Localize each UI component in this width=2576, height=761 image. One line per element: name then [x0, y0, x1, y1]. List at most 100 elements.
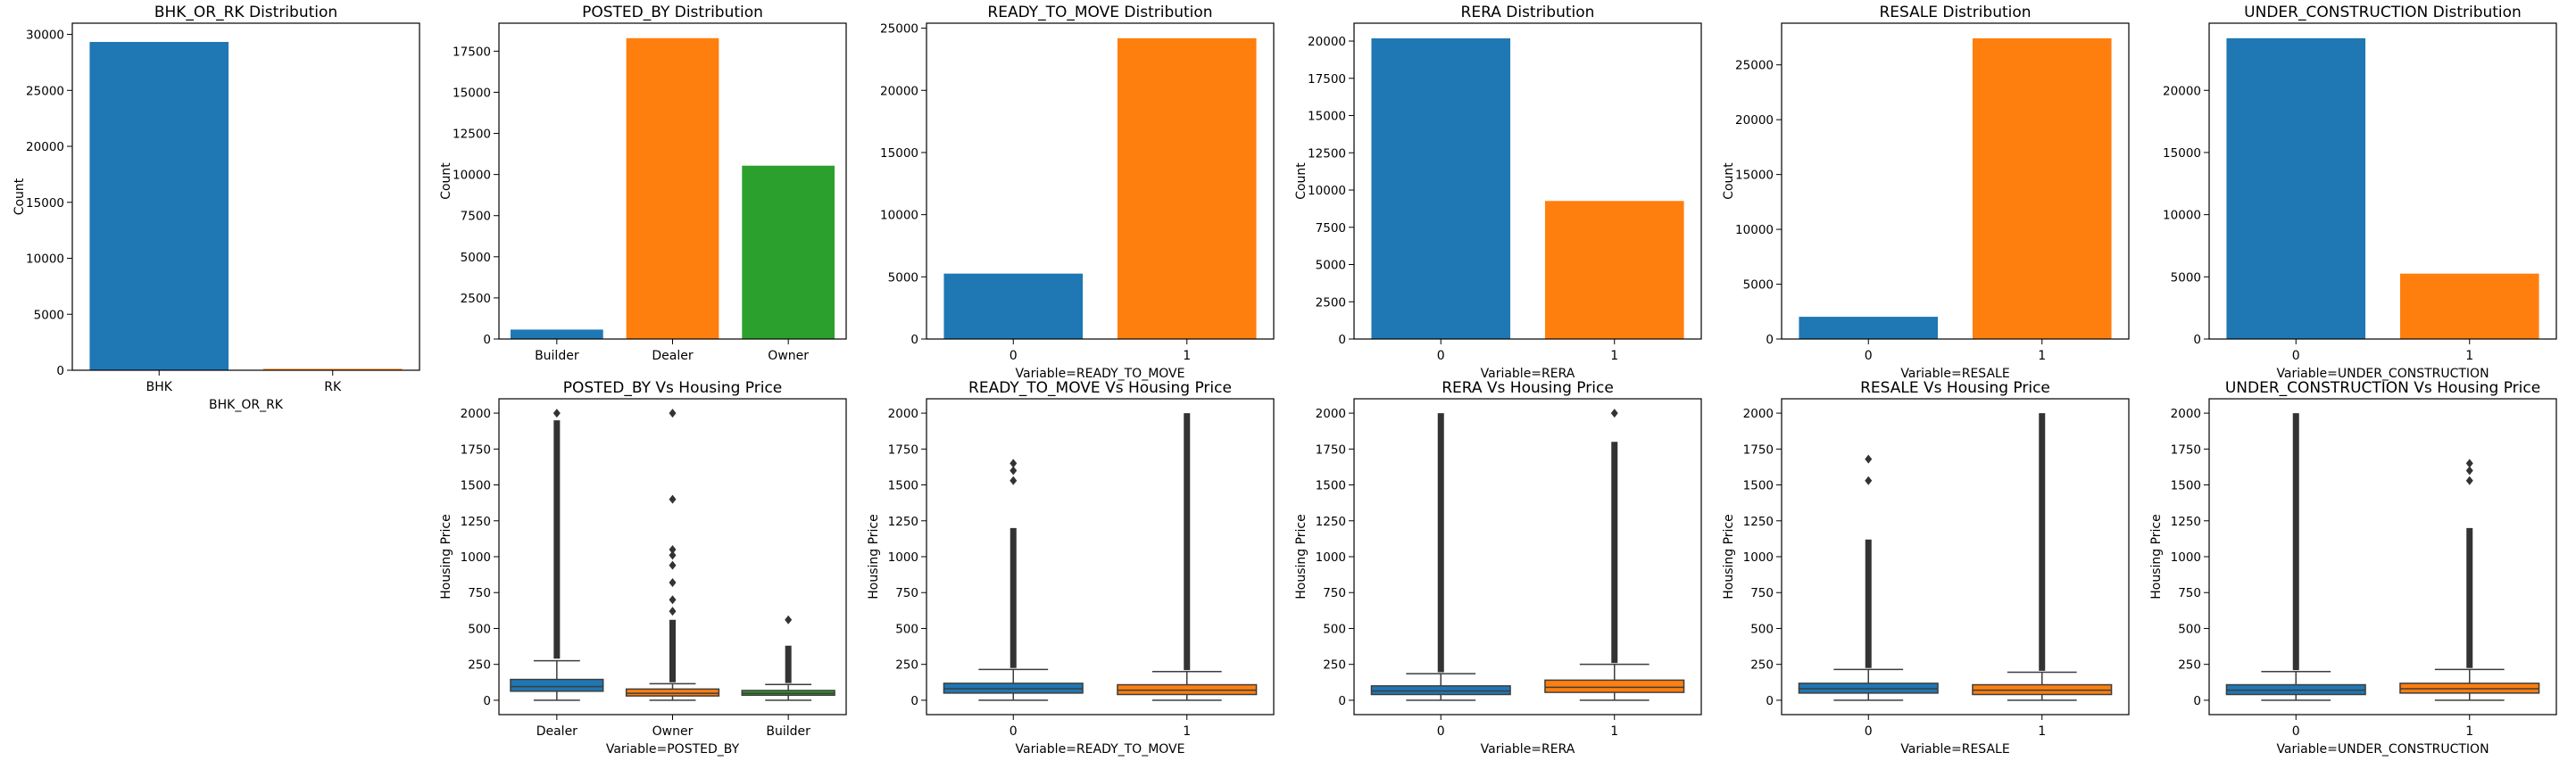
- bar-0: [2226, 37, 2366, 339]
- y-tick-label: 1250: [1743, 515, 1774, 529]
- y-axis-label: Housing Price: [2149, 514, 2164, 600]
- y-tick-label: 1250: [888, 515, 918, 529]
- plot-frame: [498, 22, 847, 340]
- chart-title: RERA Distribution: [1461, 4, 1595, 21]
- outlier-point: [1010, 459, 1018, 468]
- y-tick-label: 0: [1338, 333, 1346, 347]
- plot-frame: [1781, 398, 2130, 716]
- y-axis-label: Housing Price: [867, 514, 881, 600]
- plot-frame: [2208, 22, 2557, 340]
- plot-frame: [71, 22, 420, 371]
- y-tick-label: 250: [1323, 658, 1346, 673]
- y-tick-label: 0: [483, 333, 491, 347]
- x-tick-label: 0: [1437, 724, 1445, 739]
- chart-ready_to_move_box: READY_TO_MOVE Vs Housing Price 0 250 500 750…: [867, 379, 1275, 757]
- bar-1: [1544, 201, 1684, 339]
- bar-0: [1371, 37, 1511, 339]
- y-tick-label: 0: [910, 333, 918, 347]
- x-tick-label: 0: [1865, 724, 1873, 739]
- outlier-point: [785, 615, 793, 625]
- bar-rk: [262, 368, 403, 370]
- y-tick-label: 12500: [453, 128, 491, 142]
- outlier-point: [1865, 454, 1873, 464]
- outlier-point: [1865, 476, 1873, 485]
- y-tick-label: 1500: [888, 479, 918, 493]
- y-tick-label: 0: [1338, 694, 1346, 708]
- y-tick-label: 1500: [1316, 479, 1346, 493]
- outlier-point: [2465, 476, 2473, 485]
- y-tick-label: 0: [1766, 333, 1774, 347]
- y-tick-label: 5000: [34, 308, 64, 322]
- chart-rera_dist: RERA Distribution 0 2500 5000 7500 10000 12500…: [1294, 4, 1702, 381]
- y-tick-label: 2000: [2171, 407, 2201, 421]
- x-tick-label: 1: [2038, 724, 2046, 739]
- y-tick-label: 1000: [1743, 550, 1774, 565]
- y-tick-label: 250: [2178, 658, 2201, 673]
- y-tick-label: 15000: [1308, 110, 1346, 124]
- x-axis-label: Variable=RERA: [1481, 367, 1575, 381]
- bar-dealer: [626, 37, 719, 340]
- y-tick-label: 0: [56, 364, 64, 378]
- y-tick-label: 7500: [1316, 221, 1346, 236]
- bar-builder: [510, 329, 603, 339]
- y-tick-label: 1750: [461, 443, 491, 457]
- chart-resale_dist: RESALE Distribution 0 5000 10000 15000 20000 2…: [1722, 4, 2130, 381]
- x-axis-label: Variable=POSTED_BY: [606, 742, 740, 757]
- plot-frame: [498, 398, 847, 716]
- box-1: [1544, 679, 1685, 693]
- chart-rera_box: RERA Vs Housing Price 0 250 500 750 1000 1250 1…: [1294, 379, 1702, 757]
- y-axis-label: Count: [1722, 162, 1736, 200]
- y-tick-label: 2000: [1316, 407, 1346, 421]
- y-tick-label: 750: [1750, 586, 1774, 600]
- plot-frame: [1781, 22, 2130, 340]
- x-tick-label: 1: [1183, 724, 1191, 739]
- x-tick-label: Dealer: [652, 349, 693, 363]
- bar-1: [2399, 273, 2539, 339]
- y-axis-label: Count: [1294, 162, 1309, 200]
- y-tick-label: 25000: [1735, 59, 1774, 73]
- y-tick-label: 20000: [2163, 84, 2201, 98]
- x-tick-label: BHK: [146, 380, 173, 394]
- x-tick-label: 0: [2292, 724, 2300, 739]
- outlier-point: [1010, 466, 1018, 476]
- y-tick-label: 5000: [888, 270, 918, 285]
- y-axis-label: Count: [12, 178, 27, 215]
- plot-frame: [926, 398, 1275, 716]
- y-tick-label: 10000: [1308, 184, 1346, 198]
- plot-frame: [2208, 398, 2557, 716]
- chart-title: POSTED_BY Distribution: [582, 4, 763, 21]
- y-tick-label: 2000: [1743, 407, 1774, 421]
- y-tick-label: 2500: [1316, 295, 1346, 310]
- chart-posted_by_dist: POSTED_BY Distribution 0 2500 5000 7500 10000…: [439, 4, 847, 363]
- outlier-point: [669, 494, 677, 504]
- y-tick-label: 2500: [461, 292, 491, 306]
- chart-title: READY_TO_MOVE Distribution: [987, 4, 1212, 21]
- y-tick-label: 5000: [2171, 270, 2201, 285]
- chart-ready_to_move_dist: READY_TO_MOVE Distribution 0 5000 10000 1500…: [880, 4, 1275, 381]
- outlier-point: [669, 577, 677, 587]
- y-tick-label: 15000: [880, 146, 918, 161]
- y-tick-label: 10000: [453, 169, 491, 183]
- y-axis-label: Housing Price: [1722, 514, 1736, 600]
- chart-posted_by_box: POSTED_BY Vs Housing Price 0 250 500 750 1000…: [439, 379, 847, 757]
- y-tick-label: 20000: [1735, 113, 1774, 128]
- y-tick-label: 17500: [1308, 72, 1346, 87]
- x-tick-label: 0: [1865, 349, 1873, 363]
- x-tick-label: Owner: [652, 724, 694, 739]
- y-tick-label: 1750: [1316, 443, 1346, 457]
- y-tick-label: 750: [1323, 586, 1346, 600]
- plot-frame: [926, 22, 1275, 340]
- y-tick-label: 0: [483, 694, 491, 708]
- y-axis-label: Housing Price: [1294, 514, 1309, 600]
- y-tick-label: 750: [2178, 586, 2201, 600]
- chart-title: UNDER_CONSTRUCTION Vs Housing Price: [2225, 379, 2540, 397]
- y-tick-label: 250: [895, 658, 918, 673]
- x-tick-label: 1: [1610, 724, 1618, 739]
- chart-title: POSTED_BY Vs Housing Price: [563, 379, 783, 397]
- x-tick-label: Builder: [535, 349, 579, 363]
- x-axis-label: Variable=RESALE: [1900, 367, 2009, 381]
- outlier-point: [669, 595, 677, 605]
- chart-title: RESALE Vs Housing Price: [1860, 379, 2050, 397]
- y-tick-label: 250: [468, 658, 491, 673]
